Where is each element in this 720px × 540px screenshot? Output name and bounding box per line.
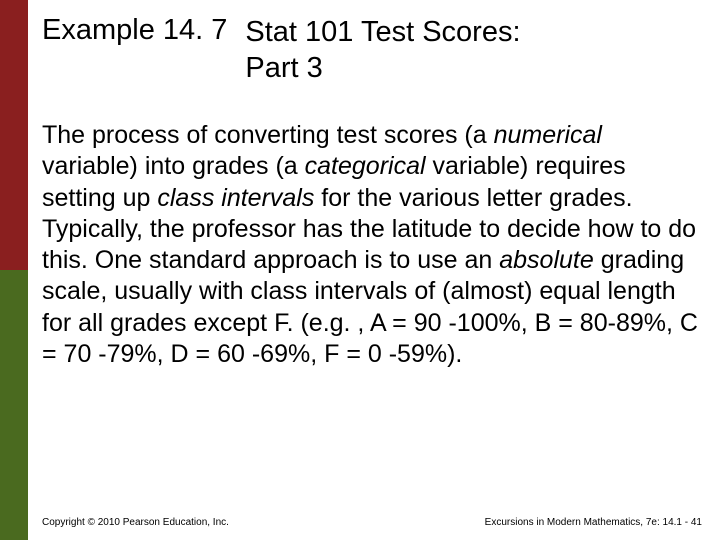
title-line1: Stat 101 Test Scores: <box>245 16 520 48</box>
footer-page-ref: Excursions in Modern Mathematics, 7e: 14… <box>485 517 702 528</box>
body-seg-b: variable) into grades (a <box>42 152 305 180</box>
slide: Example 14. 7 Stat 101 Test Scores: Part… <box>0 0 720 540</box>
title-example-label: Example 14. 7 <box>42 14 227 47</box>
title-main: Stat 101 Test Scores: Part 3 <box>245 14 520 87</box>
body-seg-a: The process of converting test scores (a <box>42 121 494 149</box>
body-italic-numerical: numerical <box>494 121 602 149</box>
body-italic-categorical: categorical <box>305 152 426 180</box>
slide-body: The process of converting test scores (a… <box>42 120 698 370</box>
body-italic-class-intervals: class intervals <box>157 184 314 212</box>
body-italic-absolute: absolute <box>499 246 594 274</box>
slide-title: Example 14. 7 Stat 101 Test Scores: Part… <box>42 14 700 87</box>
title-line2: Part 3 <box>245 52 322 84</box>
footer-copyright: Copyright © 2010 Pearson Education, Inc. <box>42 517 229 528</box>
sidebar-accent-green <box>0 270 28 540</box>
